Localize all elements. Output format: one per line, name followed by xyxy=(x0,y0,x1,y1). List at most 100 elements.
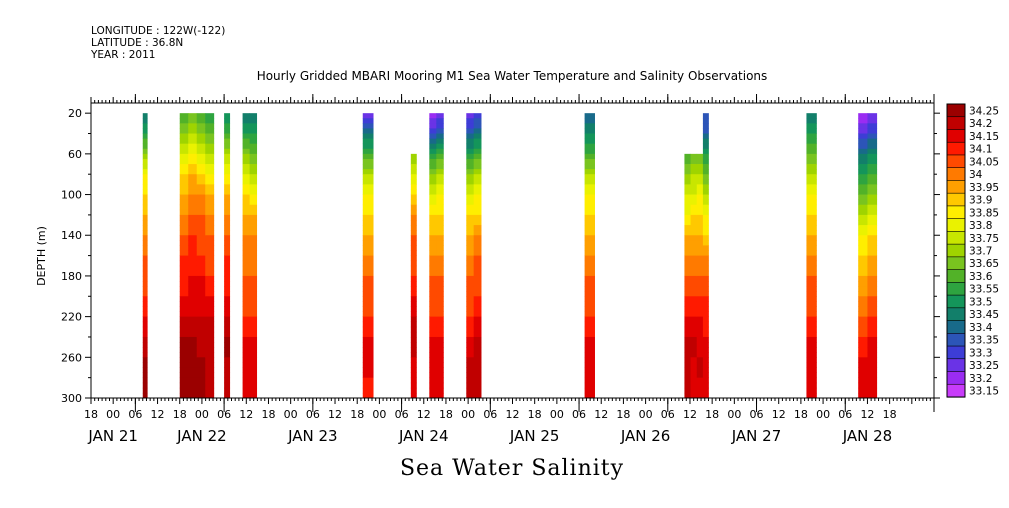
salinity-cell xyxy=(702,352,709,358)
salinity-cell xyxy=(188,179,198,185)
colorbar-label: 33.55 xyxy=(969,284,999,296)
colorbar-label: 33.15 xyxy=(969,386,999,398)
salinity-cell xyxy=(684,362,691,368)
salinity-cell xyxy=(205,169,215,175)
salinity-cell xyxy=(858,199,868,206)
salinity-cell xyxy=(249,143,258,150)
salinity-cell xyxy=(142,255,148,262)
salinity-cell xyxy=(205,255,215,262)
salinity-cell xyxy=(142,179,148,185)
salinity-cell xyxy=(806,367,817,373)
salinity-cell xyxy=(179,357,189,363)
salinity-cell xyxy=(205,372,215,379)
salinity-cell xyxy=(410,240,417,246)
salinity-cell xyxy=(224,240,231,246)
salinity-cell xyxy=(196,209,206,216)
salinity-cell xyxy=(702,286,709,292)
salinity-cell xyxy=(188,260,198,267)
salinity-cell xyxy=(188,199,198,206)
salinity-cell xyxy=(179,260,189,267)
salinity-cell xyxy=(224,265,231,272)
colorbar-label: 33.4 xyxy=(969,322,993,334)
salinity-cell xyxy=(188,275,198,282)
salinity-cell xyxy=(242,123,251,129)
salinity-cell xyxy=(142,291,148,297)
salinity-cell xyxy=(249,179,258,185)
salinity-cell xyxy=(179,225,189,231)
salinity-cell xyxy=(473,250,482,256)
salinity-cell xyxy=(249,296,258,302)
salinity-cell xyxy=(858,245,868,251)
salinity-cell xyxy=(696,240,704,246)
salinity-cell xyxy=(205,275,215,282)
x-tick-label: 18 xyxy=(528,408,542,421)
salinity-cell xyxy=(702,133,709,140)
salinity-cell xyxy=(410,392,417,399)
colorbar-label: 33.85 xyxy=(969,207,999,219)
x-tick-label: 18 xyxy=(261,408,275,421)
salinity-cell xyxy=(858,189,868,195)
salinity-cell xyxy=(684,342,691,348)
x-tick-label: 18 xyxy=(794,408,808,421)
salinity-cell xyxy=(702,291,709,297)
salinity-cell xyxy=(696,286,704,292)
salinity-cell xyxy=(205,336,215,343)
salinity-cell xyxy=(473,291,482,297)
x-tick-label: 12 xyxy=(239,408,253,421)
salinity-cell xyxy=(179,270,189,277)
salinity-cell xyxy=(696,255,704,262)
salinity-cell xyxy=(188,286,198,292)
salinity-cell xyxy=(429,158,437,165)
salinity-cell xyxy=(858,291,868,297)
salinity-cell xyxy=(466,392,475,399)
salinity-cell xyxy=(696,382,704,389)
x-tick-label: 18 xyxy=(883,408,897,421)
salinity-cell xyxy=(196,342,206,348)
salinity-cell xyxy=(806,189,817,195)
salinity-cell xyxy=(702,138,709,145)
salinity-cell xyxy=(429,138,437,145)
salinity-cell xyxy=(196,184,206,190)
salinity-cell xyxy=(196,387,206,394)
salinity-cell xyxy=(466,153,475,160)
salinity-cell xyxy=(249,342,258,348)
salinity-cell xyxy=(429,286,437,292)
salinity-cell xyxy=(806,118,817,124)
salinity-cell xyxy=(806,235,817,241)
data-segment-6 xyxy=(429,113,444,399)
x-tick-label: 18 xyxy=(439,408,453,421)
salinity-cell xyxy=(702,189,709,195)
salinity-cell xyxy=(858,179,868,185)
salinity-cell xyxy=(362,265,374,272)
salinity-cell xyxy=(224,387,231,394)
salinity-cell xyxy=(196,143,206,150)
salinity-cell xyxy=(858,362,868,368)
salinity-cell xyxy=(242,184,251,190)
salinity-cell xyxy=(179,342,189,348)
salinity-cell xyxy=(429,235,437,241)
salinity-cell xyxy=(702,174,709,180)
salinity-cell xyxy=(142,153,148,160)
salinity-cell xyxy=(196,347,206,353)
salinity-cell xyxy=(242,128,251,134)
salinity-cell xyxy=(473,179,482,185)
salinity-cell xyxy=(179,286,189,292)
salinity-cell xyxy=(188,194,198,201)
y-tick-label: 100 xyxy=(61,189,82,202)
salinity-cell xyxy=(224,347,231,353)
salinity-cell xyxy=(466,128,475,134)
salinity-cell xyxy=(702,321,709,328)
x-tick-label: 12 xyxy=(506,408,520,421)
salinity-cell xyxy=(362,230,374,236)
colorbar-label: 33.35 xyxy=(969,335,999,347)
salinity-cell xyxy=(205,143,215,150)
salinity-cell xyxy=(858,209,868,216)
salinity-cell xyxy=(436,219,444,226)
salinity-cell xyxy=(196,296,206,302)
salinity-cell xyxy=(188,342,198,348)
salinity-cell xyxy=(684,219,691,226)
salinity-cell xyxy=(179,265,189,272)
salinity-cell xyxy=(473,214,482,221)
salinity-cell xyxy=(196,326,206,333)
salinity-cell xyxy=(142,235,148,241)
